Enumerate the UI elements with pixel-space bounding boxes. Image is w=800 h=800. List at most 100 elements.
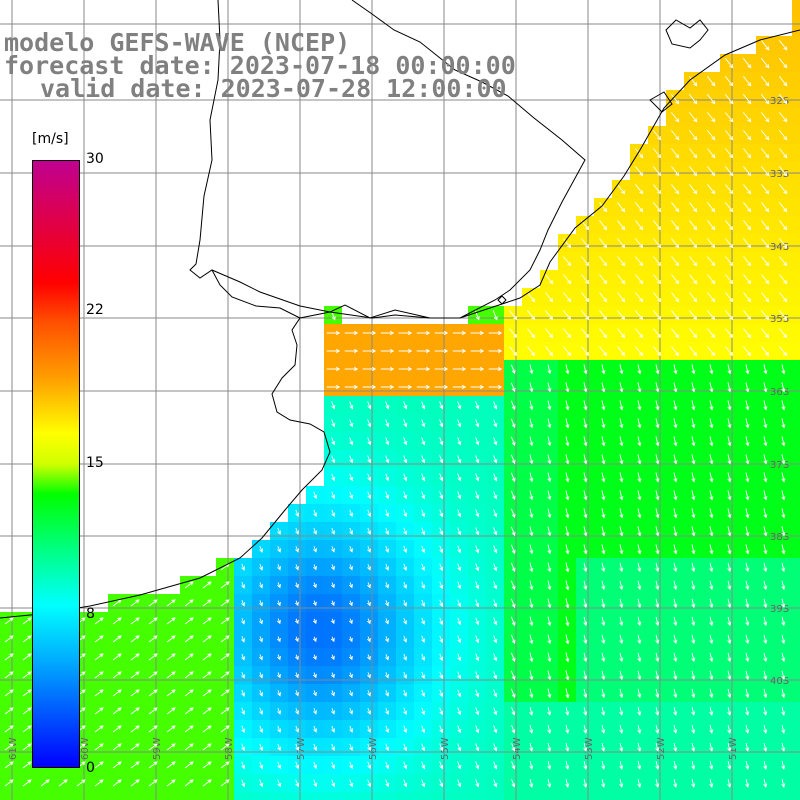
wind-arrow [130, 617, 140, 625]
wind-arrow [637, 418, 642, 429]
wind-arrow [439, 437, 444, 446]
wind-arrow [745, 598, 750, 609]
wind-arrow [493, 491, 498, 500]
wind-arrow [349, 690, 353, 697]
wind-arrow [599, 238, 608, 249]
wind-arrow [148, 671, 158, 679]
wind-arrow [709, 436, 714, 447]
wind-arrow [130, 761, 140, 769]
wind-arrow [655, 778, 660, 788]
wind-arrow [763, 472, 768, 483]
wind-arrow [547, 580, 552, 591]
wind-arrow [689, 310, 698, 321]
wind-arrow [366, 636, 371, 643]
wind-arrow [403, 545, 408, 553]
wind-cell [0, 792, 18, 800]
wind-arrow [673, 472, 678, 483]
wind-arrow [709, 562, 714, 573]
wind-arrow [583, 526, 588, 537]
wind-arrow [457, 743, 462, 752]
wind-arrow [331, 564, 335, 571]
wind-arrow [94, 725, 104, 733]
wind-arrow [348, 618, 353, 625]
wind-arrow [403, 527, 408, 536]
wind-arrow [691, 382, 696, 393]
wind-arrow [761, 238, 770, 249]
wind-arrow [599, 328, 608, 339]
wind-arrow [547, 670, 552, 681]
wind-arrow [673, 526, 678, 537]
colorbar-tick-15: 15 [86, 455, 104, 471]
wind-arrow [475, 527, 480, 536]
wind-arrow [781, 742, 786, 752]
wind-arrow [4, 671, 14, 679]
wind-arrow [601, 652, 606, 663]
wind-arrow [385, 743, 390, 752]
wind-arrow [727, 562, 732, 573]
wind-cell [684, 792, 702, 800]
wind-arrow [563, 256, 572, 267]
wind-arrow [745, 436, 750, 447]
wind-arrow [760, 148, 770, 159]
wind-arrow [94, 689, 104, 697]
wind-arrow [148, 761, 158, 769]
wind-arrow [709, 724, 714, 734]
wind-arrow [689, 166, 698, 177]
wind-arrow [367, 564, 371, 571]
wind-arrow [760, 58, 770, 69]
wind-cell [306, 792, 324, 800]
wind-arrow [488, 366, 503, 372]
wind-arrow [148, 707, 158, 715]
wind-arrow [348, 600, 353, 607]
wind-arrow [763, 526, 768, 537]
wind-cell [756, 792, 774, 800]
wind-arrow [421, 581, 426, 589]
wind-arrow [439, 707, 444, 716]
wind-arrow [709, 760, 714, 770]
wind-arrow [403, 653, 408, 661]
wind-arrow [583, 418, 588, 429]
wind-arrow [779, 274, 788, 285]
wind-arrow [583, 508, 588, 519]
wind-arrow [743, 346, 752, 357]
wind-arrow [619, 490, 624, 501]
wind-arrow [184, 671, 194, 679]
wind-arrow [691, 598, 696, 609]
wind-arrow [241, 725, 246, 734]
wind-arrow [743, 274, 752, 285]
wind-arrow [220, 707, 230, 715]
wind-arrow [130, 689, 140, 697]
wind-arrow [475, 743, 480, 752]
wind-arrow [760, 112, 770, 123]
wind-arrow [601, 364, 606, 375]
wind-arrow [691, 652, 696, 663]
wind-arrow [367, 527, 372, 535]
wind-arrow [367, 707, 372, 715]
wind-arrow [470, 384, 485, 390]
wind-arrow [457, 653, 462, 662]
valid-date: valid date: 2023-07-28 12:00:00 [40, 74, 507, 103]
wind-arrow [403, 725, 408, 734]
wind-arrow [565, 742, 570, 752]
wind-arrow [529, 598, 534, 609]
wind-arrow [635, 346, 644, 357]
wind-arrow [277, 527, 282, 535]
wind-arrow [439, 455, 444, 464]
wind-arrow [745, 472, 750, 483]
wind-arrow [475, 473, 480, 482]
wind-arrow [655, 742, 660, 752]
wind-arrow [510, 544, 516, 555]
wind-cell [792, 72, 800, 90]
wind-arrow [385, 636, 389, 643]
wind-arrow [166, 761, 176, 769]
wind-arrow [457, 689, 462, 698]
wind-arrow [655, 724, 660, 734]
wind-arrow [509, 310, 518, 321]
wind-arrow [241, 654, 245, 661]
wind-arrow [545, 346, 554, 357]
wind-arrow [58, 779, 68, 787]
wind-arrow [112, 689, 122, 697]
wind-arrow [385, 654, 389, 661]
wind-arrow [259, 654, 263, 661]
wind-arrow [547, 688, 552, 699]
